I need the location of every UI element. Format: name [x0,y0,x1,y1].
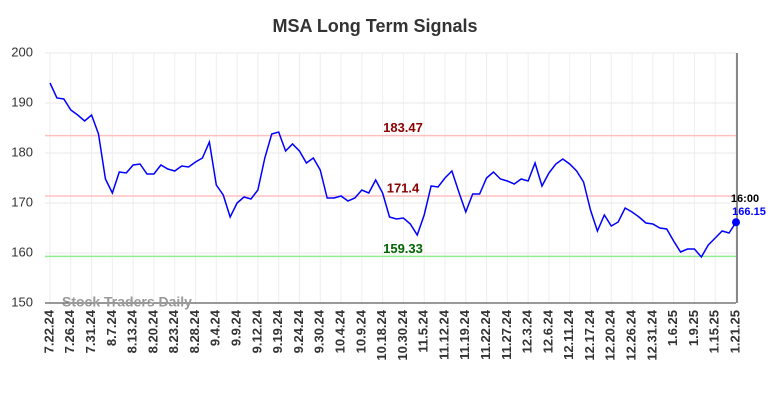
watermark: Stock Traders Daily [62,294,192,310]
x-tick-label: 11.5.24 [416,309,431,352]
x-tick-label: 12.31.24 [644,309,659,360]
x-tick-label: 12.26.24 [623,309,638,360]
x-tick-label: 1.6.25 [665,310,680,346]
x-tick-label: 7.22.24 [41,309,56,353]
x-tick-label: 8.7.24 [104,309,119,346]
x-tick-label: 11.22.24 [478,309,493,360]
x-tick-label: 8.28.24 [187,309,202,353]
x-tick-label: 9.30.24 [312,309,327,353]
x-tick-label: 12.17.24 [582,309,597,360]
x-tick-label: 10.30.24 [395,309,410,360]
x-tick-label: 1.15.25 [707,310,722,353]
x-tick-label: 11.19.24 [457,309,472,360]
last-time: 16:00 [731,193,759,205]
x-tick-label: 9.9.24 [229,309,244,346]
x-tick-label: 11.27.24 [499,309,514,360]
x-tick-label: 12.20.24 [603,309,618,360]
x-tick-label: 12.6.24 [540,309,555,353]
x-tick-label: 9.19.24 [270,309,285,353]
y-tick-label: 180 [11,144,33,159]
x-tick-label: 1.21.25 [727,310,742,353]
x-tick-label: 8.13.24 [125,309,140,353]
x-tick-label: 8.23.24 [166,309,181,353]
x-tick-label: 10.4.24 [332,309,347,353]
x-tick-label: 1.9.25 [686,310,701,346]
x-tick-label: 9.4.24 [208,309,223,346]
last-value: 166.15 [732,206,766,218]
x-tick-label: 10.18.24 [374,309,389,360]
x-tick-label: 12.3.24 [520,309,535,353]
chart-title: MSA Long Term Signals [272,16,477,36]
y-tick-label: 200 [11,44,33,59]
x-tick-label: 7.26.24 [62,309,77,353]
x-tick-label: 9.24.24 [291,309,306,353]
signal-label: 171.4 [387,180,420,195]
y-tick-label: 150 [11,294,33,309]
x-tick-label: 10.9.24 [353,309,368,353]
price-line [49,82,737,259]
signal-label: 159.33 [383,241,423,256]
y-tick-label: 170 [11,194,33,209]
y-tick-label: 190 [11,94,33,109]
x-tick-label: 11.12.24 [436,309,451,360]
last-point [732,218,740,227]
y-tick-label: 160 [11,244,33,259]
x-tick-label: 9.12.24 [249,309,264,353]
signal-label: 183.47 [383,120,423,135]
x-tick-label: 12.11.24 [561,309,576,360]
x-tick-label: 7.31.24 [83,309,98,353]
x-tick-label: 8.20.24 [145,309,160,353]
